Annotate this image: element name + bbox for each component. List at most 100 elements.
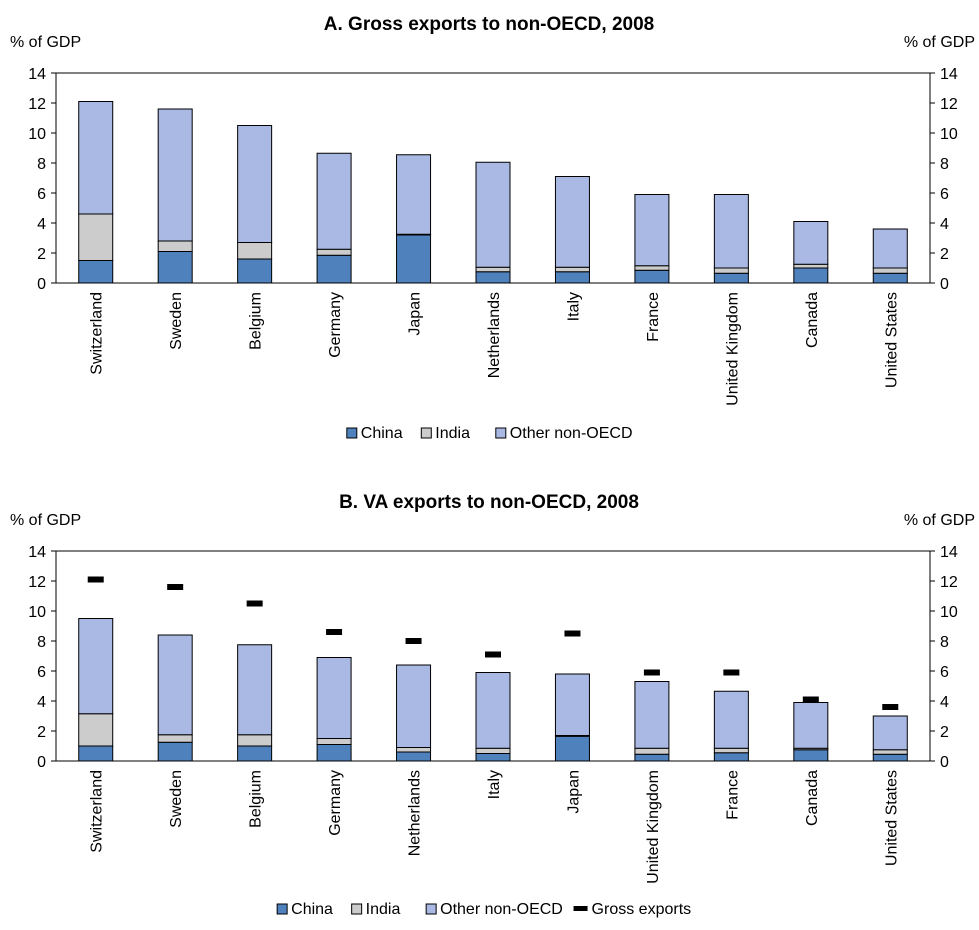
y-tick-label-left: 14 [28,66,46,83]
bar-india [237,734,273,747]
y-tick-label-right: 4 [940,694,949,711]
bar-india [634,747,670,755]
y-tick-label-left: 4 [37,216,46,233]
category-label: United Kingdom [724,292,741,406]
bar-other-non-oecd [554,176,590,268]
y-axis-label-left: % of GDP [10,34,81,51]
bar-other-non-oecd [634,681,670,749]
bar-other-non-oecd [157,108,193,242]
bar-india [713,267,749,274]
bar-other-non-oecd [713,690,749,749]
bar-india [475,266,511,273]
bar-india [316,248,352,256]
bar-other-non-oecd [713,194,749,269]
legend-item: Other non-OECD [495,425,633,442]
legend-swatch [573,906,588,911]
y-tick-label-right: 6 [940,186,949,203]
y-tick-label-left: 2 [37,246,46,263]
gross-exports-marker [167,584,184,590]
bar-india [78,713,114,747]
bar-china [396,751,432,762]
gross-exports-marker [723,669,740,676]
bar-china [713,272,749,284]
category-label: Japan [407,292,424,336]
legend-item: Other non-OECD [425,901,563,918]
category-label: Sweden [168,292,185,350]
y-axis-label-left: % of GDP [10,512,81,529]
y-tick-label-right: 4 [940,216,949,233]
category-label: United States [883,292,900,388]
gross-exports-marker [485,651,501,658]
y-tick-label-left: 2 [37,724,46,741]
legend-swatch [425,903,437,915]
category-label: Japan [565,770,582,814]
bar-india [157,240,193,252]
legend-label: Other non-OECD [510,425,633,442]
bar-other-non-oecd [793,702,829,749]
bar-other-non-oecd [475,672,511,749]
category-label: Belgium [248,770,265,828]
bar-china [396,234,432,284]
bar-other-non-oecd [634,194,670,267]
bar-india [237,242,273,260]
y-tick-label-left: 14 [28,544,46,561]
legend-item: Gross exports [573,901,692,918]
y-tick-label-left: 6 [37,186,46,203]
y-tick-label-right: 8 [940,634,949,651]
bar-china [475,753,511,762]
legend-item: India [351,901,401,918]
y-tick-label-right: 10 [940,126,958,143]
y-tick-label-left: 8 [37,634,46,651]
category-label: Canada [804,292,821,348]
category-label: Switzerland [89,292,106,375]
bar-china [872,272,908,284]
bar-india [78,213,114,261]
legend-label: Gross exports [592,901,692,918]
y-tick-label-right: 8 [940,156,949,173]
bar-india [157,734,193,743]
bar-china [316,254,352,284]
legend-swatch [351,903,363,915]
legend-label: India [435,425,470,442]
y-tick-label-left: 0 [37,276,46,293]
y-tick-label-right: 14 [940,544,958,561]
bar-china [237,258,273,284]
category-label: Italy [565,292,582,321]
y-tick-label-right: 14 [940,66,958,83]
y-tick-label-right: 2 [940,246,949,263]
bar-other-non-oecd [872,228,908,269]
legend-label: China [291,901,333,918]
chart-title: A. Gross exports to non-OECD, 2008 [324,14,654,35]
bar-china [554,735,590,762]
gross-exports-marker [87,576,104,583]
category-label: United Kingdom [645,770,662,884]
bar-india [793,263,829,269]
bar-other-non-oecd [157,634,193,736]
category-label: Switzerland [89,770,106,853]
bar-china [634,753,670,762]
y-tick-label-left: 4 [37,694,46,711]
y-tick-label-right: 6 [940,664,949,681]
category-label: Belgium [248,292,265,350]
bar-china [237,745,273,762]
bar-china [634,269,670,284]
category-label: Germany [327,770,344,836]
bar-china [78,260,114,284]
legend-label: India [366,901,401,918]
bar-other-non-oecd [554,673,590,736]
bar-china [157,251,193,284]
gross-exports-marker [405,638,422,644]
bar-china [78,745,114,762]
bar-india [475,747,511,754]
bar-china [316,744,352,762]
category-label: United States [883,770,900,866]
y-tick-label-left: 8 [37,156,46,173]
bar-other-non-oecd [396,154,432,235]
bar-other-non-oecd [78,618,114,715]
y-tick-label-left: 10 [28,604,46,621]
bar-china [157,741,193,762]
bar-other-non-oecd [316,152,352,250]
bar-india [872,749,908,755]
